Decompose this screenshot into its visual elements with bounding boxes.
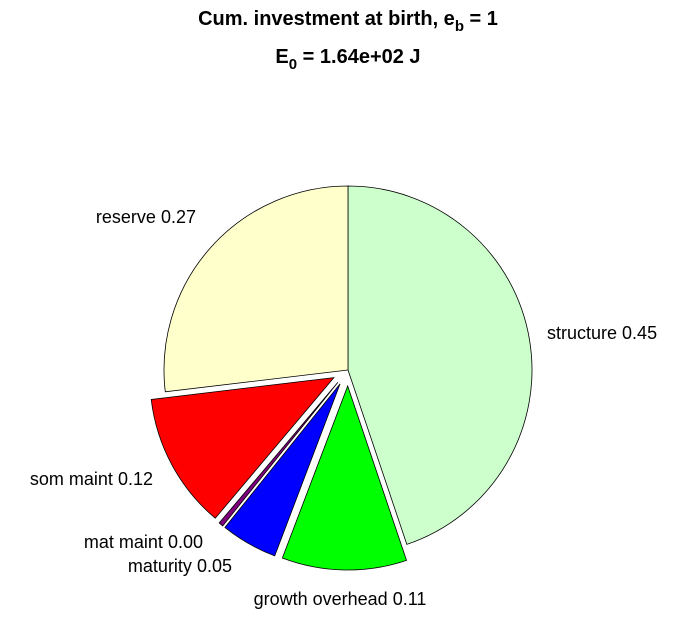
subtitle-part: = 1.64e+02 J [297,46,420,68]
slice-value: 0.05 [197,556,232,576]
slice-name: maturity [128,556,192,576]
pie-slice [224,383,341,557]
title-part: Cum. investment at birth, e [198,8,455,30]
slice-label: maturity 0.05 [128,556,232,576]
chart-title: Cum. investment at birth, eb = 1 [198,8,498,35]
subtitle-part: E [275,46,288,68]
slice-label: mat maint 0.00 [84,532,203,552]
slice-value: 0.27 [161,207,196,227]
pie-slice [150,377,335,519]
slice-value: 0.11 [393,589,427,609]
slice-name: mat maint [84,532,163,552]
slice-label: structure 0.45 [547,323,657,343]
pie-slice [218,382,339,527]
slice-name: reserve [96,207,156,227]
title-part: b [455,18,464,35]
slice-name: som maint [30,469,113,489]
slice-name: structure [547,323,617,343]
chart-subtitle: E0 = 1.64e+02 J [275,46,420,73]
slice-name: growth overhead [254,589,388,609]
pie-slice [163,185,349,393]
slice-label: growth overhead 0.11 [254,589,427,609]
subtitle-part: 0 [289,56,297,73]
pie-slice [281,384,408,571]
title-part: = 1 [464,8,498,30]
slice-value: 0.45 [622,323,657,343]
slice-value: 0.12 [118,469,153,489]
slice-label: som maint 0.12 [30,469,153,489]
slice-label: reserve 0.27 [96,207,196,227]
pie-slice [347,185,533,545]
slice-value: 0.00 [168,532,203,552]
